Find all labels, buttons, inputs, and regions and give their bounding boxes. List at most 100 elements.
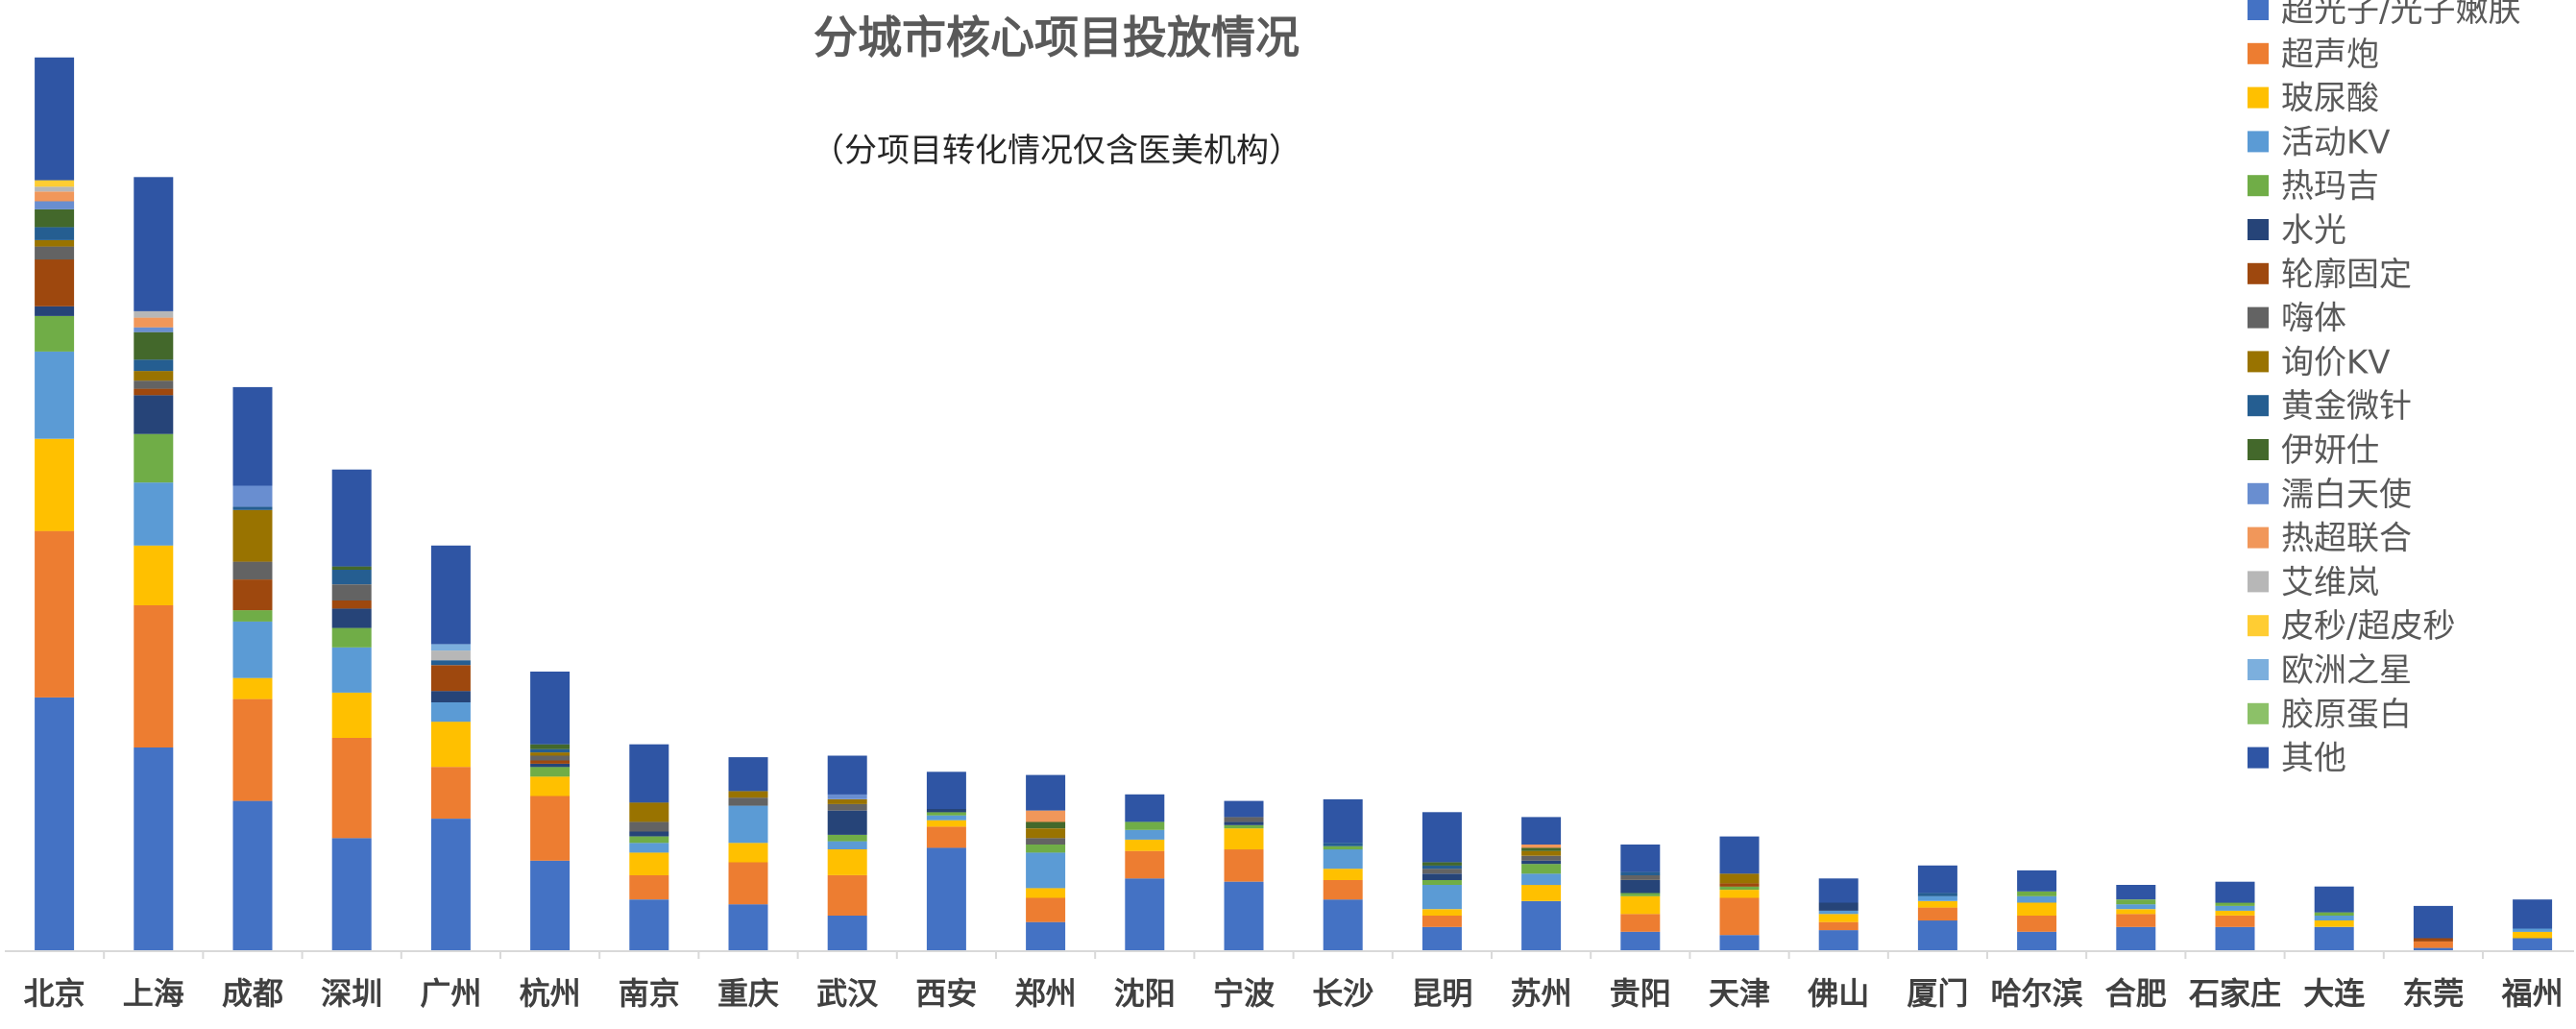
bar-segment: [1818, 921, 1859, 931]
bar-segment: [2314, 926, 2354, 951]
bar-segment: [1521, 850, 1562, 856]
bar-segment: [1026, 888, 1066, 898]
bar-segment: [331, 469, 372, 567]
bar-segment: [1224, 821, 1264, 825]
bar-segment: [1026, 774, 1066, 811]
bar-segment: [134, 359, 174, 372]
legend-swatch: [2248, 86, 2269, 109]
bar-segment: [35, 306, 75, 316]
legend-label: 水光: [2281, 211, 2346, 250]
bar-segment: [629, 821, 669, 832]
bar-segment: [232, 621, 273, 678]
bar-segment: [2215, 926, 2255, 951]
bar-segment: [331, 647, 372, 693]
bar-segment: [1422, 916, 1462, 927]
bar-segment: [1521, 855, 1562, 861]
bar-segment: [1719, 890, 1760, 898]
bar-segment: [430, 644, 471, 651]
bar-segment: [1521, 845, 1562, 848]
bar-segment: [1026, 821, 1066, 829]
x-tick-label: 苏州: [1511, 975, 1572, 1012]
bar-segment: [331, 627, 372, 648]
bar-segment: [1422, 885, 1462, 910]
bar-segment: [134, 395, 174, 434]
bar-segment: [1323, 880, 1363, 900]
legend-label: 欧洲之星: [2281, 651, 2412, 690]
bar-segment: [530, 752, 571, 756]
bar-segment: [2017, 895, 2057, 903]
bar-segment: [232, 579, 273, 611]
x-tick-label: 福州: [2501, 975, 2564, 1012]
bar-segment: [1026, 921, 1066, 951]
bar-segment: [1125, 821, 1165, 830]
bar-segment: [1521, 817, 1562, 845]
bar-segment: [1422, 880, 1462, 885]
bar-segment: [1818, 930, 1859, 951]
bar-segment: [430, 722, 471, 768]
legend-swatch: [2248, 219, 2269, 240]
bar-segment: [1818, 902, 1859, 911]
bar-segment: [2116, 885, 2156, 900]
bar-segment: [2215, 902, 2255, 906]
bar-segment: [430, 691, 471, 702]
legend-swatch: [2248, 395, 2269, 417]
bar-segment: [1026, 838, 1066, 845]
bar-segment: [2513, 928, 2553, 932]
bar-segment: [2513, 931, 2553, 939]
bar-segment: [1917, 900, 1957, 908]
x-tick-label: 石家庄: [2188, 975, 2281, 1012]
bar-segment: [232, 610, 273, 622]
bar-segment: [728, 862, 768, 905]
bar-segment: [35, 351, 75, 439]
bar-segment: [2314, 920, 2354, 927]
bar-segment: [134, 747, 174, 951]
bar-segment: [35, 57, 75, 181]
legend-label: 活动KV: [2281, 123, 2391, 161]
bar-segment: [1323, 843, 1363, 846]
bar-segment: [629, 744, 669, 803]
bar-segment: [530, 755, 571, 761]
bar-segment: [827, 849, 867, 875]
bar-segment: [331, 570, 372, 585]
bar-segment: [1917, 893, 1957, 896]
bar-segment: [1521, 873, 1562, 886]
bar-segment: [1917, 865, 1957, 894]
x-tick-label: 厦门: [1907, 975, 1968, 1012]
bar-segment: [134, 545, 174, 605]
bar-segment: [1026, 845, 1066, 853]
bar-segment: [2116, 926, 2156, 951]
bar-segment: [35, 180, 75, 187]
bar-series-group: [35, 57, 2553, 952]
x-tick-label: 南京: [619, 975, 680, 1012]
bar-segment: [1719, 836, 1760, 874]
bar-segment: [2314, 916, 2354, 920]
bar-segment: [629, 843, 669, 853]
bar-segment: [1719, 897, 1760, 936]
bar-segment: [1620, 880, 1661, 894]
bar-segment: [2314, 886, 2354, 913]
x-tick-label: 深圳: [321, 975, 382, 1012]
bar-segment: [35, 186, 75, 192]
bar-segment: [728, 757, 768, 792]
bar-segment: [1620, 845, 1661, 872]
legend-swatch: [2248, 615, 2269, 637]
bar-segment: [1323, 798, 1363, 844]
bar-segment: [331, 692, 372, 738]
bar-segment: [134, 380, 174, 389]
legend-swatch: [2248, 42, 2269, 64]
bar-segment: [2314, 912, 2354, 916]
bar-segment: [2017, 931, 2057, 951]
bar-segment: [629, 831, 669, 837]
bar-segment: [1323, 845, 1363, 850]
legend-swatch: [2248, 262, 2269, 284]
bar-segment: [35, 201, 75, 209]
bar-segment: [2513, 938, 2553, 951]
bar-segment: [430, 702, 471, 723]
bar-segment: [2116, 909, 2156, 915]
legend-swatch: [2248, 571, 2269, 593]
bar-segment: [35, 208, 75, 228]
bar-segment: [2116, 899, 2156, 905]
x-tick-label: 贵阳: [1610, 975, 1671, 1012]
legend-label: 超光子/光子嫩肤: [2281, 0, 2520, 30]
